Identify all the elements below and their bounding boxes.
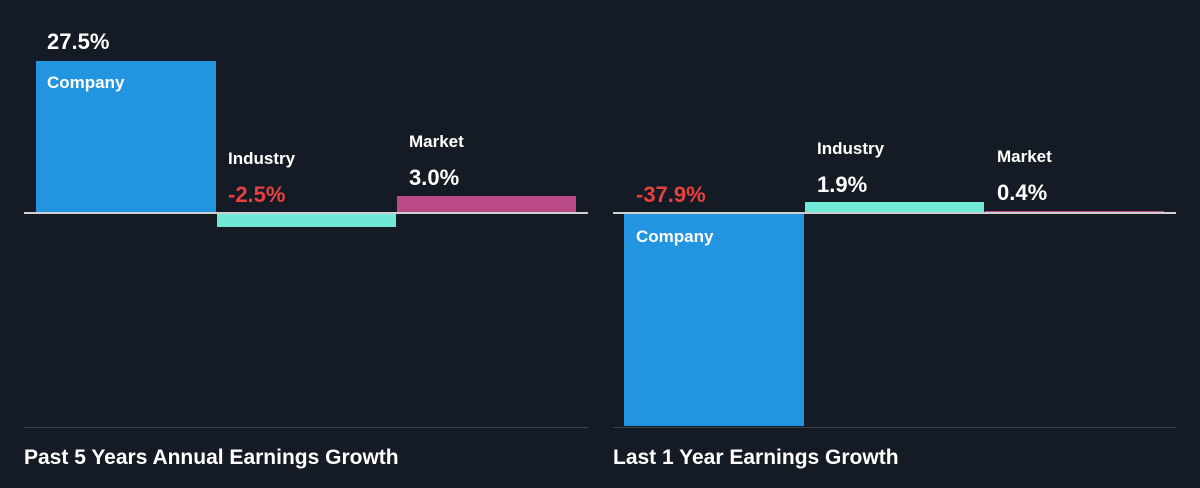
value-label-industry: -2.5% xyxy=(228,182,286,207)
chart-title: Past 5 Years Annual Earnings Growth xyxy=(24,446,399,469)
category-label-market: Market xyxy=(997,147,1052,166)
value-label-industry: 1.9% xyxy=(817,172,868,197)
category-label-company: Company xyxy=(47,73,125,92)
zero-axis xyxy=(24,212,588,214)
value-label-company: -37.9% xyxy=(636,182,706,207)
zero-axis xyxy=(613,212,1176,214)
baseline xyxy=(24,427,588,428)
chart-title: Last 1 Year Earnings Growth xyxy=(613,446,899,469)
bar-company xyxy=(36,60,216,213)
bar-market xyxy=(985,210,1164,213)
value-label-market: 0.4% xyxy=(997,180,1048,205)
value-label-market: 3.0% xyxy=(409,165,460,190)
category-label-market: Market xyxy=(409,132,464,151)
bar-industry xyxy=(805,202,984,213)
category-label-company: Company xyxy=(636,227,714,246)
category-label-industry: Industry xyxy=(228,149,296,168)
baseline xyxy=(613,427,1176,428)
bar-industry xyxy=(217,213,396,227)
bar-company xyxy=(624,213,804,426)
bar-market xyxy=(397,196,576,213)
category-label-industry: Industry xyxy=(817,139,885,158)
value-label-company: 27.5% xyxy=(47,29,110,54)
